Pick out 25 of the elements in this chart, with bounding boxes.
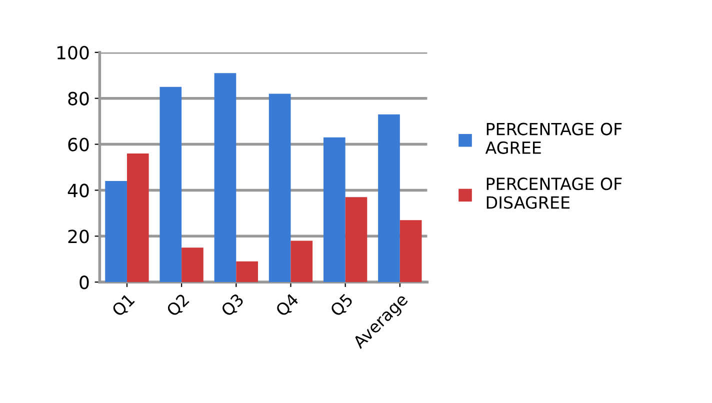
y-tick-label: 0 <box>80 276 89 290</box>
bar <box>214 73 236 282</box>
y-tick-label: 40 <box>68 184 89 198</box>
bar <box>345 197 368 282</box>
y-tick-label: 80 <box>68 92 89 106</box>
bar <box>182 248 204 282</box>
y-tick-label: 100 <box>57 46 89 60</box>
y-tick-label: 20 <box>68 230 89 244</box>
bar <box>290 240 313 282</box>
bar <box>323 137 346 282</box>
x-tick-label: Q5 <box>329 293 355 318</box>
legend-label: PERCENTAGE OF DISAGREE <box>486 178 622 209</box>
bar <box>105 181 127 282</box>
bar <box>126 153 149 282</box>
x-tick-label: Q2 <box>166 293 191 318</box>
bar <box>378 114 400 282</box>
y-tick-label: 60 <box>68 138 89 152</box>
x-tick-label: Q1 <box>111 293 136 318</box>
x-tick-label: Q3 <box>220 292 246 318</box>
x-tick-label: Q4 <box>274 292 301 318</box>
legend-label: PERCENTAGE OF AGREE <box>485 122 622 154</box>
bar <box>160 86 182 282</box>
bar <box>268 94 291 282</box>
bar <box>236 261 258 282</box>
bar <box>400 220 422 282</box>
